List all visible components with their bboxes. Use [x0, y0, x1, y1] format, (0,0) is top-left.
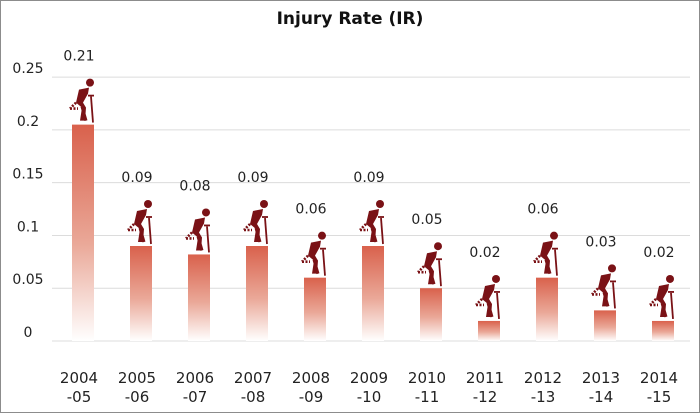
data-label: 0.06 — [295, 202, 326, 218]
y-tick-label: 0.15 — [12, 167, 43, 183]
data-label: 0.03 — [585, 234, 616, 250]
bar — [420, 288, 442, 341]
injured-worker-icon — [533, 231, 558, 276]
injured-worker-icon — [127, 200, 152, 245]
x-axis-labels: 2004-052005-062006-072007-082008-092009-… — [60, 369, 678, 406]
bars — [72, 124, 674, 341]
data-label: 0.09 — [353, 170, 384, 186]
y-axis-ticks: 0 0.05 0.1 0.15 0.2 0.25 — [12, 61, 43, 341]
y-tick-label: 0.25 — [12, 61, 43, 77]
x-tick-label-year: 2014 — [640, 369, 678, 387]
x-tick-label-year: 2007 — [234, 369, 272, 387]
x-tick-label-year: 2010 — [408, 369, 446, 387]
x-tick-label-year: 2011 — [466, 369, 504, 387]
x-tick-label-suffix: -10 — [357, 388, 382, 406]
x-tick-label-suffix: -13 — [531, 388, 556, 406]
x-tick-label-suffix: -07 — [183, 388, 208, 406]
x-tick-label-year: 2004 — [60, 369, 98, 387]
bar — [594, 310, 616, 341]
x-tick-label-year: 2006 — [176, 369, 214, 387]
data-label: 0.21 — [63, 49, 94, 65]
bar — [72, 124, 94, 341]
injured-worker-icon — [359, 200, 384, 245]
data-labels: 0.21 0.09 0.08 0.09 0.06 0.09 0.05 0.02 0.06 0.03… — [63, 49, 674, 261]
injured-worker-icon — [417, 242, 442, 287]
x-tick-label-year: 2013 — [582, 369, 620, 387]
bar — [304, 277, 326, 341]
injury-icons — [69, 78, 674, 320]
y-tick-label: 0.1 — [17, 219, 39, 235]
x-tick-label-suffix: -15 — [647, 388, 672, 406]
x-tick-label-year: 2008 — [292, 369, 330, 387]
injured-worker-icon — [243, 200, 268, 245]
data-label: 0.09 — [237, 170, 268, 186]
injured-worker-icon — [649, 274, 674, 320]
x-tick-label-suffix: -06 — [125, 388, 150, 406]
injured-worker-icon — [69, 78, 94, 123]
bar — [246, 246, 268, 341]
y-tick-label: 0.2 — [17, 114, 39, 130]
x-tick-label-suffix: -11 — [415, 388, 440, 406]
bar — [536, 277, 558, 341]
bar — [188, 254, 210, 341]
injured-worker-icon — [185, 208, 210, 253]
data-label: 0.06 — [527, 202, 558, 218]
data-label: 0.02 — [469, 245, 500, 261]
injured-worker-icon — [475, 274, 500, 320]
data-label: 0.09 — [121, 170, 152, 186]
data-label: 0.08 — [179, 178, 210, 194]
injured-worker-icon — [591, 264, 616, 309]
x-tick-label-suffix: -09 — [299, 388, 324, 406]
chart-title: Injury Rate (IR) — [277, 9, 424, 29]
x-tick-label-year: 2005 — [118, 369, 156, 387]
bar — [652, 320, 674, 341]
x-tick-label-suffix: -12 — [473, 388, 498, 406]
bar — [130, 246, 152, 341]
bar — [478, 320, 500, 341]
x-tick-label-year: 2009 — [350, 369, 388, 387]
x-tick-label-suffix: -05 — [67, 388, 92, 406]
bar — [362, 246, 384, 341]
y-tick-label: 0.05 — [12, 272, 43, 288]
x-tick-label-suffix: -08 — [241, 388, 266, 406]
x-tick-label-suffix: -14 — [589, 388, 614, 406]
x-tick-label-year: 2012 — [524, 369, 562, 387]
gridlines — [52, 76, 690, 342]
data-label: 0.02 — [643, 245, 674, 261]
y-tick-label: 0 — [24, 325, 33, 341]
data-label: 0.05 — [411, 212, 442, 228]
injured-worker-icon — [301, 231, 326, 276]
